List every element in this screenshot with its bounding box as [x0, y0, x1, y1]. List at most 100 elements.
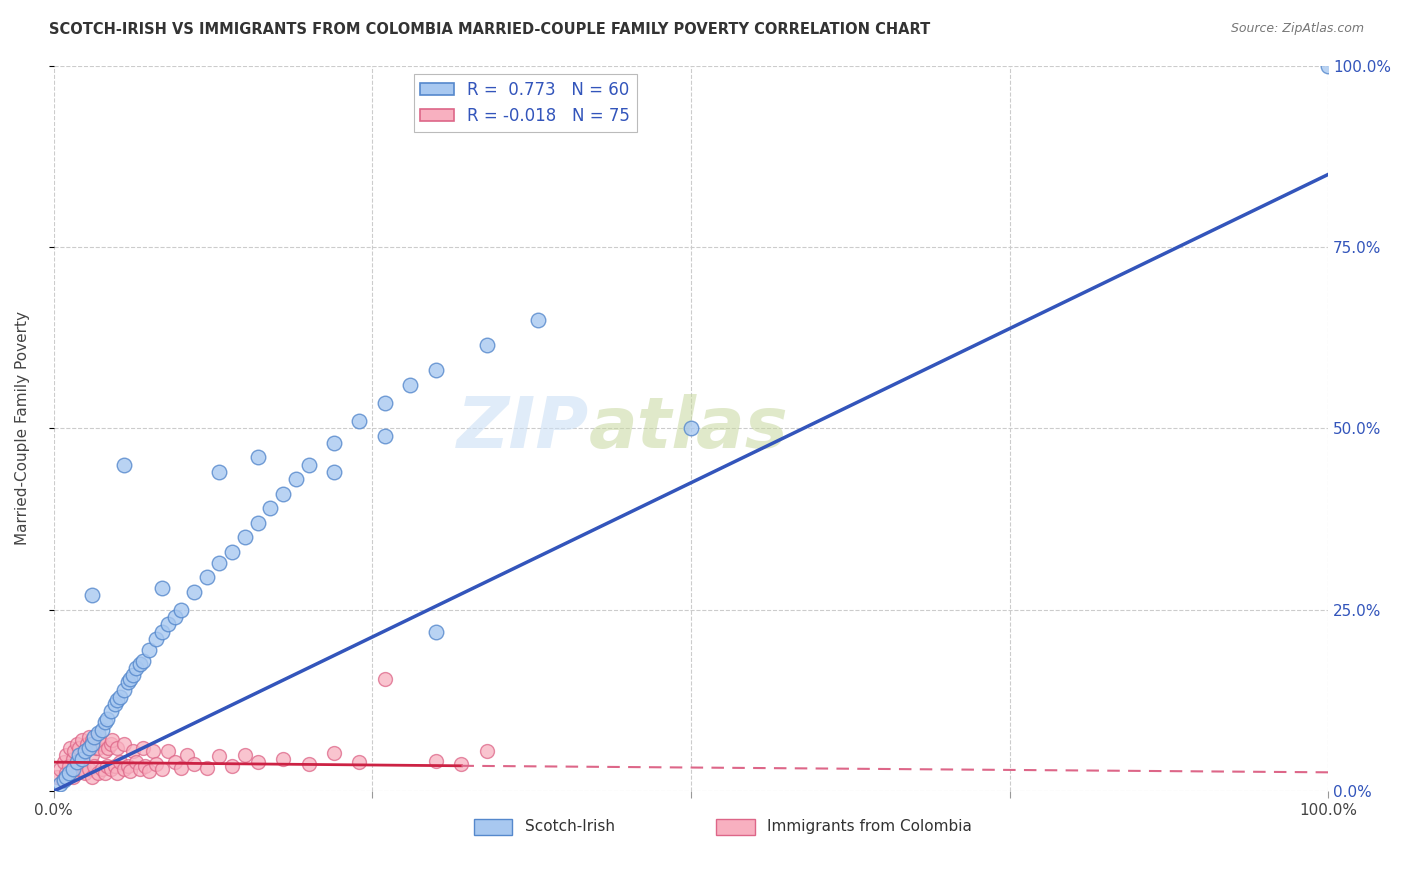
Point: [271, 486, 294, 500]
Point: [150, 763, 173, 777]
Point: [195, 761, 218, 775]
Point: [58, 759, 80, 773]
Point: [100, 705, 122, 719]
Point: [284, 472, 307, 486]
Point: [93, 715, 115, 730]
Point: [101, 733, 124, 747]
Point: [96, 759, 118, 773]
Point: [112, 458, 135, 472]
Point: [96, 712, 118, 726]
Point: [84, 740, 107, 755]
Point: [65, 766, 87, 780]
Point: [112, 682, 135, 697]
Point: [87, 766, 110, 780]
Point: [80, 747, 103, 762]
Point: [79, 763, 101, 777]
Point: [83, 730, 105, 744]
Text: Source: ZipAtlas.com: Source: ZipAtlas.com: [1230, 22, 1364, 36]
Point: [125, 755, 148, 769]
Point: [87, 740, 110, 755]
Point: [83, 759, 105, 773]
Point: [104, 697, 127, 711]
Point: [121, 668, 143, 682]
Point: [246, 450, 269, 465]
Point: [46, 770, 69, 784]
Point: [323, 747, 346, 761]
Point: [349, 755, 371, 769]
Point: [67, 763, 90, 777]
Text: ZIP: ZIP: [457, 394, 589, 463]
Point: [52, 773, 75, 788]
Point: [150, 581, 173, 595]
Point: [108, 690, 131, 704]
Point: [75, 744, 97, 758]
Point: [62, 770, 84, 784]
Point: [425, 754, 447, 768]
Point: [233, 530, 256, 544]
Text: atlas: atlas: [589, 394, 789, 463]
Point: [91, 763, 114, 777]
Point: [221, 545, 243, 559]
Point: [62, 751, 84, 765]
Point: [105, 693, 128, 707]
Legend: R =  0.773   N = 60, R = -0.018   N = 75: R = 0.773 N = 60, R = -0.018 N = 75: [413, 74, 637, 132]
FancyBboxPatch shape: [474, 819, 512, 835]
Point: [80, 733, 103, 747]
Point: [138, 764, 160, 778]
Point: [450, 756, 472, 771]
Point: [80, 588, 103, 602]
Point: [374, 428, 396, 442]
Point: [233, 747, 256, 762]
Point: [49, 763, 72, 777]
Point: [75, 766, 97, 780]
Point: [163, 610, 186, 624]
Point: [195, 570, 218, 584]
Point: [183, 584, 205, 599]
Point: [157, 617, 180, 632]
Point: [89, 730, 111, 744]
Point: [145, 756, 167, 771]
Point: [67, 740, 90, 755]
Point: [112, 763, 135, 777]
Point: [527, 312, 550, 326]
Point: [91, 737, 114, 751]
Point: [132, 654, 155, 668]
Point: [63, 744, 86, 758]
Text: SCOTCH-IRISH VS IMMIGRANTS FROM COLOMBIA MARRIED-COUPLE FAMILY POVERTY CORRELATI: SCOTCH-IRISH VS IMMIGRANTS FROM COLOMBIA…: [49, 22, 931, 37]
Point: [70, 733, 93, 747]
Point: [55, 766, 77, 780]
Point: [297, 458, 319, 472]
Y-axis label: Married-Couple Family Poverty: Married-Couple Family Poverty: [15, 311, 30, 545]
Point: [425, 624, 447, 639]
Point: [157, 744, 180, 758]
Point: [75, 744, 97, 758]
Point: [176, 747, 198, 762]
Point: [170, 761, 193, 775]
Point: [112, 737, 135, 751]
Point: [183, 756, 205, 771]
Point: [208, 556, 231, 570]
Point: [475, 338, 498, 352]
Point: [120, 672, 142, 686]
Point: [100, 737, 122, 751]
Point: [349, 414, 371, 428]
Point: [91, 723, 114, 737]
Point: [425, 363, 447, 377]
Text: Scotch-Irish: Scotch-Irish: [526, 819, 616, 834]
Point: [108, 755, 131, 769]
Point: [132, 740, 155, 755]
Point: [142, 744, 165, 758]
Point: [120, 764, 142, 778]
Point: [65, 737, 87, 751]
Point: [163, 755, 186, 769]
Point: [70, 755, 93, 769]
Point: [104, 759, 127, 773]
Point: [79, 730, 101, 744]
Point: [67, 747, 90, 762]
Point: [117, 675, 139, 690]
Point: [221, 759, 243, 773]
Point: [246, 516, 269, 530]
Point: [73, 763, 96, 777]
Point: [70, 751, 93, 765]
Text: Immigrants from Colombia: Immigrants from Colombia: [768, 819, 972, 834]
